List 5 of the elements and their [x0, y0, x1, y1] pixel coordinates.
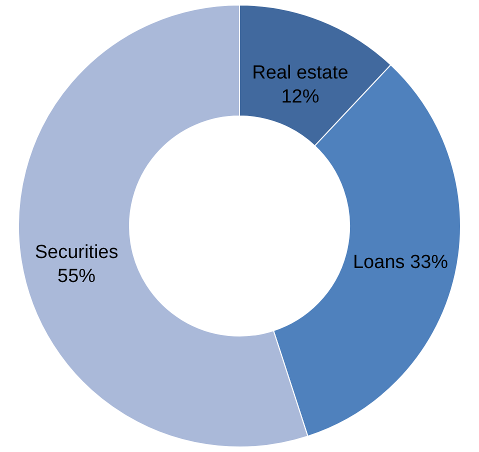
- slice-label: Loans 33%: [352, 252, 448, 273]
- slice-label: Real estate: [252, 62, 348, 84]
- data-label: 55%: [58, 266, 96, 287]
- data-label: 12%: [281, 86, 320, 108]
- slice-label: Securities: [34, 242, 118, 263]
